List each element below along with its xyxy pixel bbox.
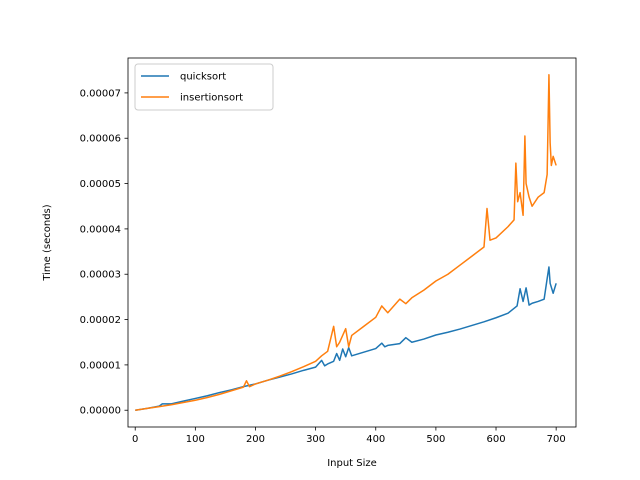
- x-tick-label: 0: [132, 434, 138, 445]
- legend-label-quicksort: quicksort: [180, 72, 226, 83]
- y-tick-label: 0.00006: [80, 134, 121, 145]
- x-tick-label: 700: [547, 434, 566, 445]
- y-tick-label: 0.00007: [80, 88, 121, 99]
- series-line-quicksort: [135, 266, 557, 411]
- y-tick-label: 0.00000: [80, 406, 121, 417]
- y-tick-label: 0.00004: [80, 224, 121, 235]
- legend: quicksort insertionsort: [134, 63, 274, 111]
- y-axis-label: Time (seconds): [42, 204, 53, 281]
- x-tick-label: 200: [246, 434, 265, 445]
- x-tick-label: 300: [306, 434, 325, 445]
- y-tick-label: 0.00003: [80, 270, 121, 281]
- y-axis: 0.00000 0.00001 0.00002 0.00003 0.00004 0.000…: [80, 88, 128, 417]
- x-tick-label: 100: [186, 434, 205, 445]
- y-tick-label: 0.00002: [80, 315, 121, 326]
- x-tick-label: 400: [366, 434, 385, 445]
- x-tick-label: 600: [486, 434, 505, 445]
- plot-frame: [127, 57, 577, 428]
- x-axis-label: Input Size: [327, 458, 377, 469]
- x-axis: 0 100 200 300 400 500 600 700: [132, 427, 566, 445]
- series-line-insertionsort: [135, 74, 557, 411]
- x-tick-label: 500: [426, 434, 445, 445]
- y-tick-label: 0.00001: [80, 360, 121, 371]
- legend-label-insertionsort: insertionsort: [180, 93, 243, 104]
- series-layer: [135, 74, 557, 411]
- y-tick-label: 0.00005: [80, 179, 121, 190]
- legend-box: [134, 63, 274, 111]
